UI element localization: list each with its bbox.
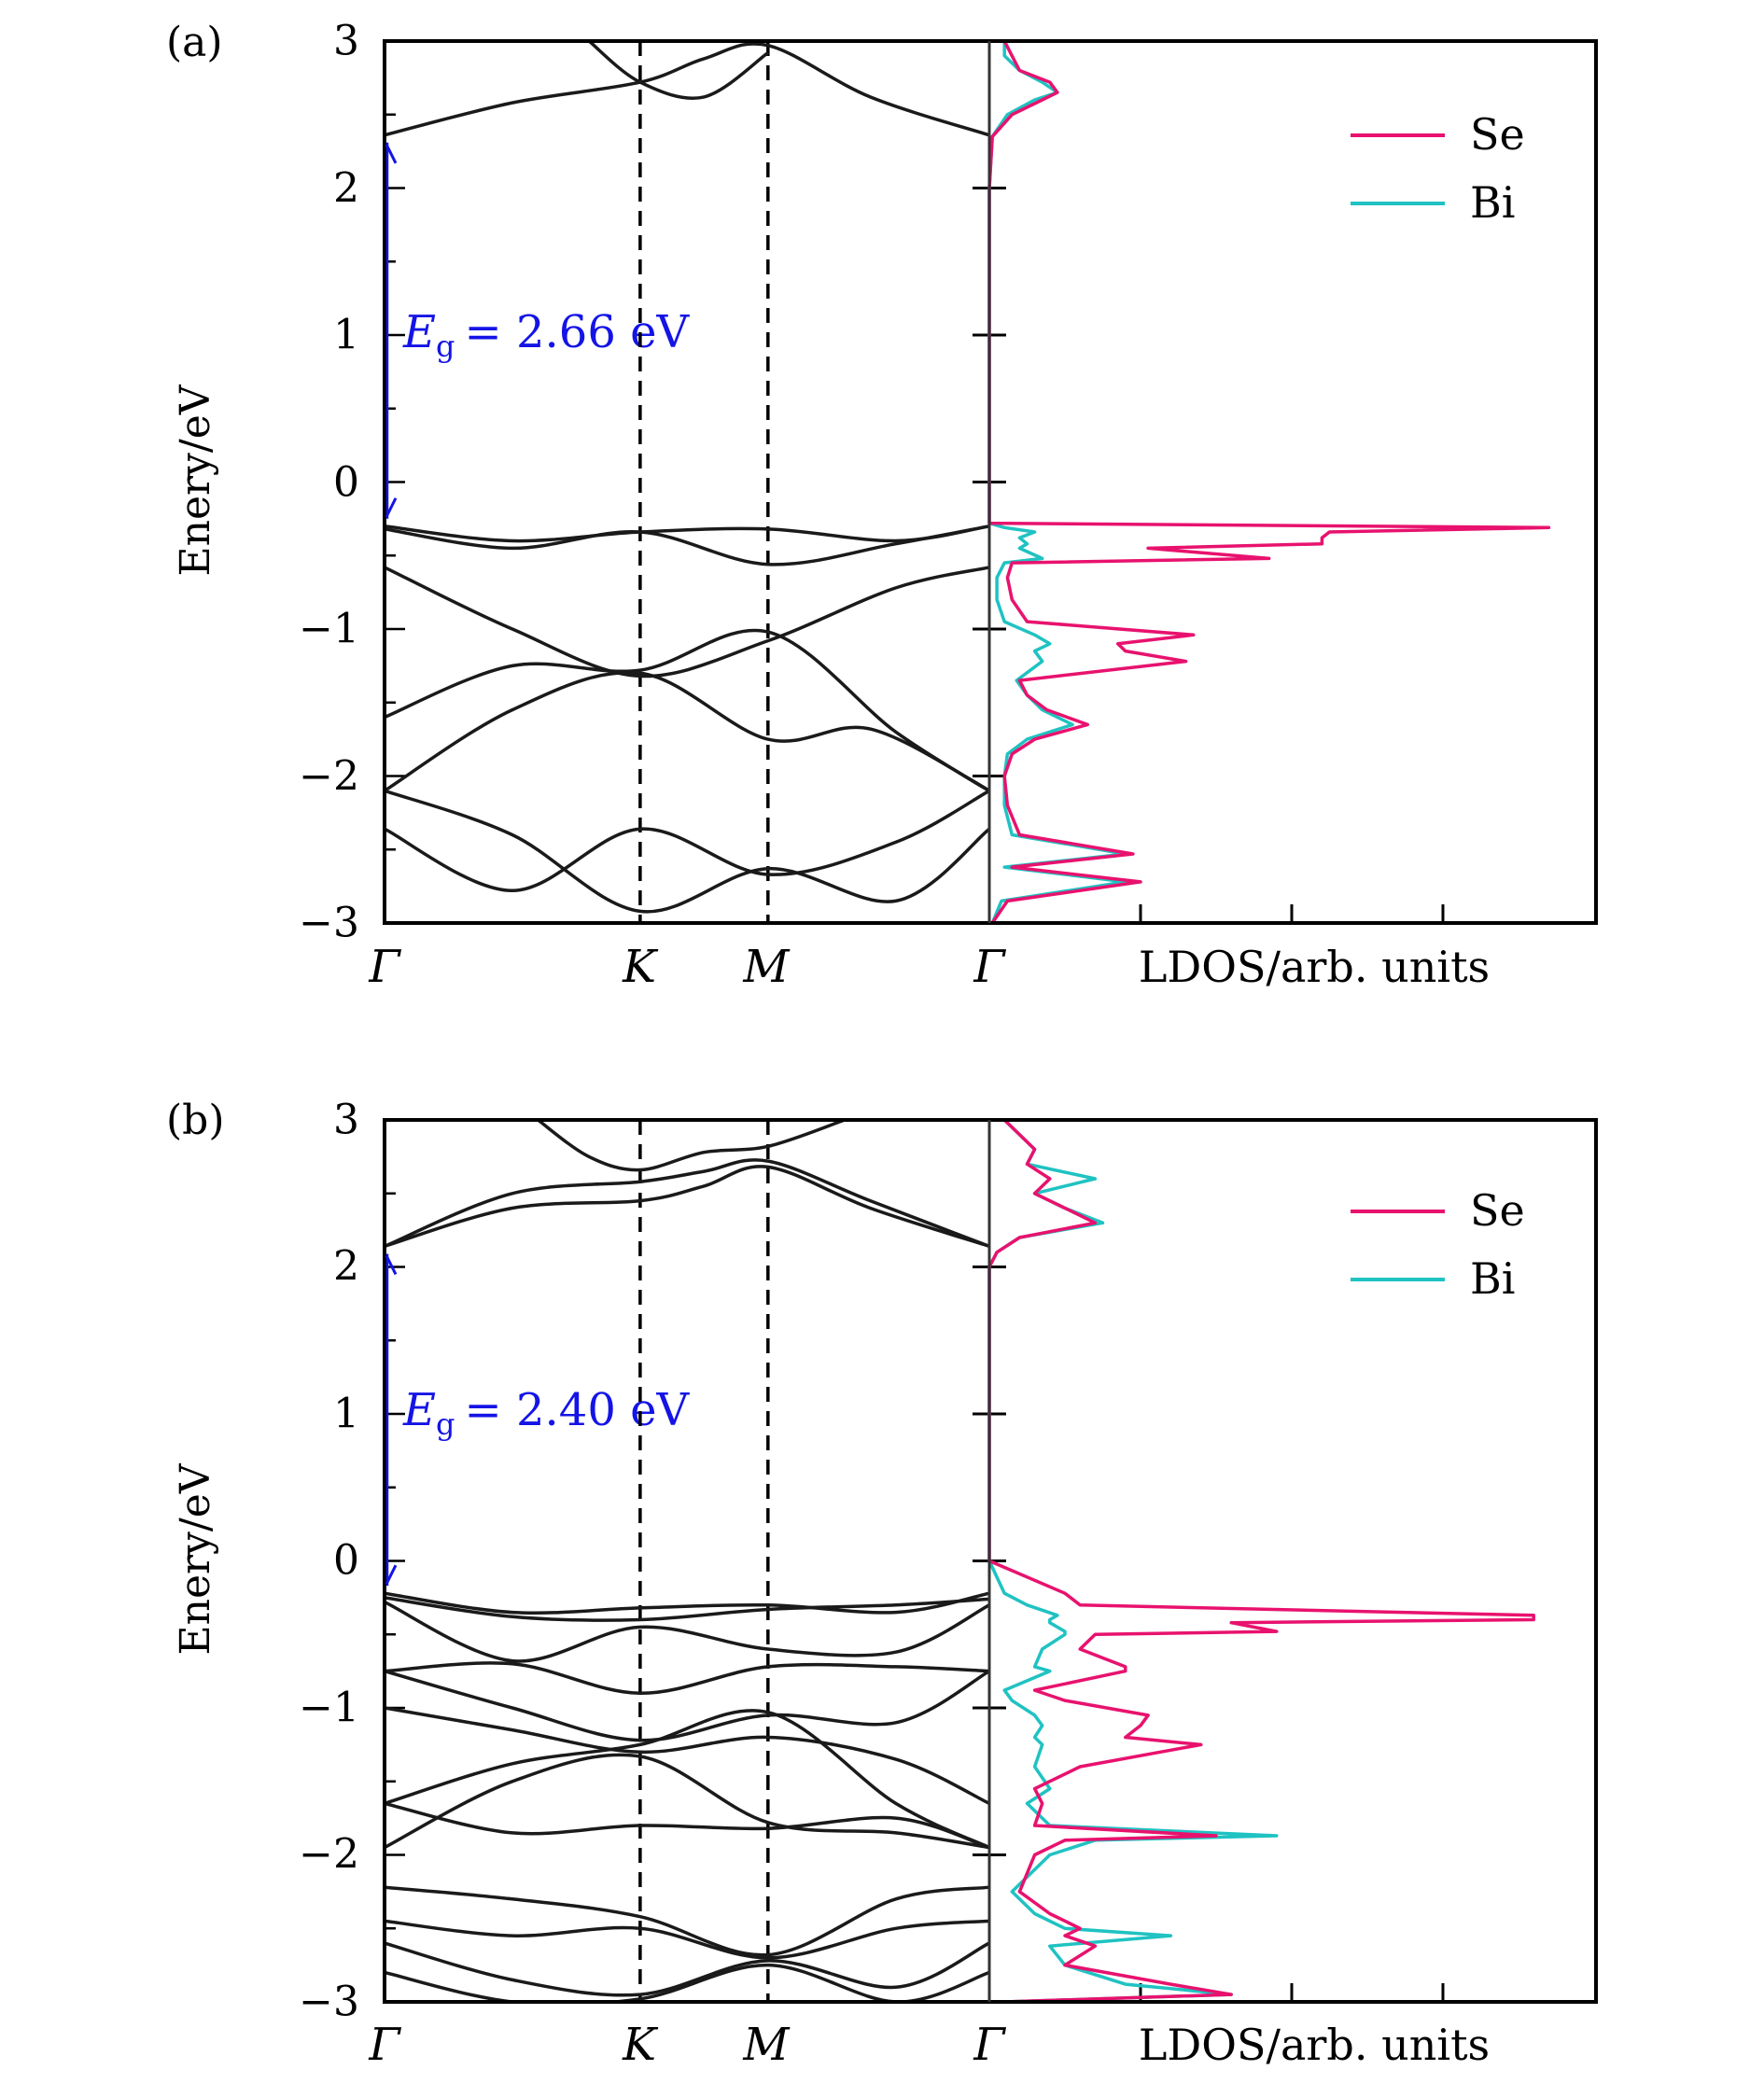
panel-a-kpoint-gamma-end: Γ <box>973 941 1006 993</box>
gap-subscript: g <box>436 1406 455 1442</box>
panel-b-ytick-label: −3 <box>299 1979 359 2026</box>
band-line <box>587 41 769 100</box>
panel-a: (a) Enery/eV 3 2 1 0 −1 −2 −3 Γ K M Γ LD… <box>166 18 1598 993</box>
band-line <box>385 524 990 543</box>
gap-value: = 2.66 eV <box>465 306 691 358</box>
band-line <box>537 1120 846 1172</box>
band-line <box>385 1706 990 1805</box>
panel-a-label: (a) <box>166 19 223 66</box>
panel-b-kpoint-k: K <box>622 2019 659 2071</box>
panel-b-gap-label: Eg = 2.40 eV <box>402 1384 691 1442</box>
band-line <box>385 670 990 792</box>
panel-b-ytick-label: 0 <box>333 1537 359 1585</box>
band-line <box>385 42 990 137</box>
band-line <box>385 524 990 566</box>
panel-b-ytick-label: 1 <box>333 1391 359 1438</box>
panel-a-ytick-label: 0 <box>333 459 359 507</box>
panel-b-ytick-labels: 3 2 1 0 −1 −2 −3 <box>299 1097 359 2026</box>
band-line <box>385 1596 990 1622</box>
band-line <box>385 1801 990 1850</box>
gap-symbol: E <box>402 306 436 358</box>
panel-a-ytick-label: −3 <box>299 900 359 947</box>
band-line <box>385 1753 990 1850</box>
panel-b-plot <box>383 1118 1598 2004</box>
panel-a-ytick-label: 1 <box>333 312 359 359</box>
panel-b-label: (b) <box>166 1097 225 1144</box>
panel-a-plot <box>383 39 1598 925</box>
ldos-se-line <box>987 41 1551 923</box>
panel-b-legend: Se Bi <box>1351 1185 1525 1304</box>
legend-bi-label: Bi <box>1470 1253 1516 1304</box>
band-line <box>385 1158 990 1249</box>
gap-arrow-head-down <box>385 497 398 518</box>
panel-a-ytick-label: 3 <box>333 18 359 65</box>
ldos-bi-line <box>987 41 1127 923</box>
panel-a-kpoint-gamma-start: Γ <box>368 941 401 993</box>
panel-a-ytick-labels: 3 2 1 0 −1 −2 −3 <box>299 18 359 947</box>
band-line <box>385 1885 990 1957</box>
band-line <box>385 1591 990 1615</box>
plot-curves <box>385 1120 1535 2002</box>
band-line <box>385 1661 990 1696</box>
gap-arrow-head-up <box>385 1254 398 1276</box>
gap-subscript: g <box>436 329 455 364</box>
ldos-bi-line <box>987 1120 1279 2002</box>
panel-b-kpoint-gamma-end: Γ <box>973 2019 1006 2071</box>
panel-b-kpath-labels: Γ K M Γ <box>368 2019 1006 2071</box>
panel-b-dos-xlabel: LDOS/arb. units <box>1139 2020 1490 2070</box>
panel-b-ytick-label: −2 <box>299 1831 359 1879</box>
band-line <box>385 1669 990 1742</box>
panel-a-legend: Se Bi <box>1351 109 1525 228</box>
band-line <box>385 1165 990 1249</box>
panel-b: (b) Enery/eV 3 2 1 0 −1 −2 −3 Γ K M Γ LD… <box>166 1097 1598 2071</box>
panel-a-ytick-label: 2 <box>333 165 359 213</box>
gap-arrow-head-down <box>385 1564 398 1585</box>
panel-a-ytick-label: −2 <box>299 753 359 801</box>
ldos-se-line <box>987 1120 1535 2002</box>
band-line <box>385 1941 990 1997</box>
panel-a-gap-label: Eg = 2.66 eV <box>402 306 691 364</box>
legend-bi-label: Bi <box>1470 177 1516 228</box>
panel-a-ytick-label: −1 <box>299 606 359 653</box>
legend-se-label: Se <box>1470 109 1525 160</box>
panel-b-ytick-label: 3 <box>333 1097 359 1144</box>
panel-a-kpoint-k: K <box>622 941 659 993</box>
band-line <box>385 1601 990 1663</box>
gap-arrow-head-up <box>385 144 398 164</box>
gap-value: = 2.40 eV <box>465 1384 691 1436</box>
panel-b-kpoint-gamma-start: Γ <box>368 2019 401 2071</box>
panel-b-ytick-label: 2 <box>333 1243 359 1291</box>
band-line <box>385 789 990 893</box>
panel-a-ylabel: Enery/eV <box>172 384 219 576</box>
band-line <box>385 1919 990 1960</box>
band-line <box>385 566 990 678</box>
panel-b-ytick-label: −1 <box>299 1685 359 1732</box>
band-line <box>385 789 991 914</box>
panel-a-kpoint-m: M <box>742 941 791 993</box>
panel-b-kpoint-m: M <box>742 2019 791 2071</box>
plot-curves <box>385 41 1551 923</box>
panel-b-ylabel: Enery/eV <box>172 1462 219 1655</box>
gap-symbol: E <box>402 1384 436 1436</box>
panel-a-dos-xlabel: LDOS/arb. units <box>1139 942 1490 992</box>
panel-a-kpath-labels: Γ K M Γ <box>368 941 1006 993</box>
legend-se-label: Se <box>1470 1185 1525 1236</box>
band-line <box>385 628 990 792</box>
band-line <box>385 1709 990 1850</box>
